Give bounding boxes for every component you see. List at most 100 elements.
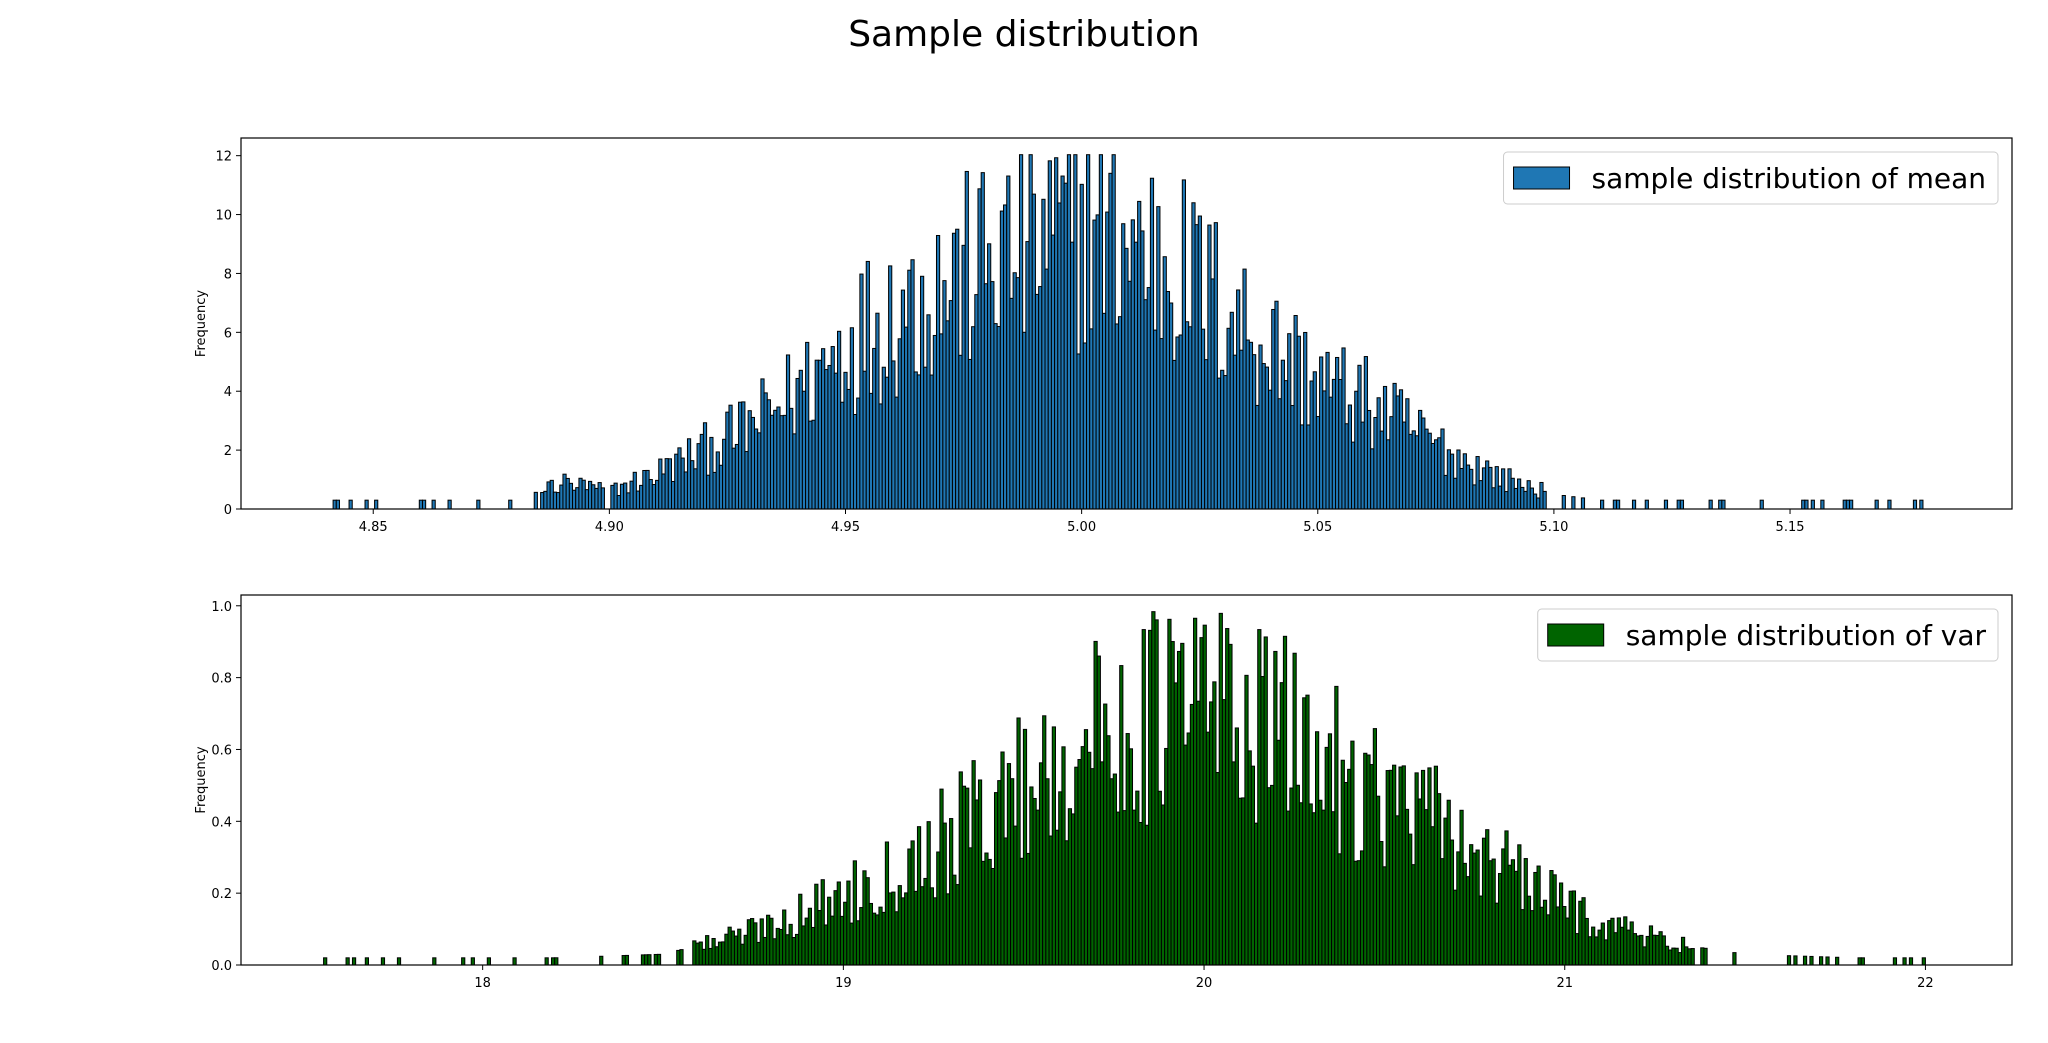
histogram-bar — [461, 957, 466, 966]
x-tick-label: 21 — [1556, 976, 1573, 991]
x-tick-label: 4.85 — [359, 520, 388, 535]
y-tick-label: 1.0 — [211, 600, 232, 615]
histogram-bar — [1825, 956, 1830, 966]
mean-histogram: 0 2 4 6 8 10 12 4.85 4.90 4.95 5.00 5.05 5.10 5.15 Fre… — [194, 137, 2013, 535]
x-tick-label: 18 — [474, 976, 491, 991]
histogram-bar — [1732, 952, 1737, 966]
histogram-bar — [1690, 948, 1695, 966]
histogram-bar — [544, 957, 549, 966]
x-tick-label: 19 — [835, 976, 852, 991]
var-histogram: 0.0 0.2 0.4 0.6 0.8 1.0 18 19 20 21 22 Frequency sam… — [194, 594, 2013, 991]
histogram-bar — [1819, 956, 1824, 966]
histogram-bars — [323, 611, 1926, 966]
histogram-bar — [348, 499, 353, 510]
histogram-bar — [323, 957, 328, 966]
histogram-bar — [1561, 495, 1566, 510]
histogram-bar — [1571, 496, 1576, 510]
histogram-bar — [335, 499, 340, 510]
legend: sample distribution of var — [1537, 608, 1999, 662]
histogram-bar — [1835, 956, 1840, 966]
y-tick-label: 6 — [224, 326, 232, 341]
histogram-bar — [1708, 499, 1713, 510]
histogram-bar — [647, 954, 652, 966]
y-tick-label: 0.6 — [211, 743, 232, 758]
histogram-bar — [533, 491, 538, 510]
histogram-bar — [508, 499, 513, 510]
histogram-bar — [421, 499, 427, 510]
x-tick-label: 5.00 — [1067, 520, 1096, 535]
plots-group: 0 2 4 6 8 10 12 4.85 4.90 4.95 5.00 5.05 5.10 5.15 Fre… — [194, 137, 2013, 991]
histogram-bar — [476, 499, 481, 510]
histogram-bar — [1679, 499, 1685, 510]
histogram-bar — [1820, 499, 1825, 510]
histogram-bar — [1703, 947, 1708, 966]
histogram-bar — [1786, 955, 1792, 966]
histogram-bar — [380, 957, 386, 966]
x-tick-label: 5.05 — [1303, 520, 1332, 535]
histogram-bar — [1631, 499, 1637, 510]
axes-frame — [240, 137, 2013, 510]
legend-swatch — [1547, 623, 1605, 647]
histogram-bar — [1849, 499, 1854, 510]
histogram-bar — [1874, 499, 1879, 510]
histogram-bar — [351, 957, 357, 966]
histogram-bar — [1580, 497, 1586, 510]
y-tick-label: 0 — [224, 503, 232, 518]
histogram-bar — [1721, 499, 1726, 510]
histogram-bar — [1912, 499, 1918, 510]
x-tick-label: 22 — [1917, 976, 1934, 991]
histogram-bar — [364, 499, 369, 510]
histogram-bar — [431, 499, 436, 510]
histogram-bar — [396, 957, 402, 966]
y-tick-label: 8 — [224, 267, 232, 282]
histogram-bar — [1809, 955, 1814, 966]
histogram-bar — [1804, 499, 1809, 510]
histogram-bar — [1810, 499, 1815, 510]
histogram-bar — [554, 957, 559, 966]
x-tick-label: 5.15 — [1776, 520, 1805, 535]
histogram-bar — [432, 957, 437, 966]
y-tick-label: 10 — [215, 209, 232, 224]
histogram-bar — [1908, 957, 1914, 966]
y-axis-label: Frequency — [194, 290, 209, 357]
x-tick-label: 4.95 — [831, 520, 860, 535]
legend-label: sample distribution of var — [1626, 619, 1987, 652]
y-tick-label: 0.4 — [211, 815, 232, 830]
histogram-bar — [1759, 499, 1764, 510]
histogram-bar — [600, 487, 605, 510]
y-tick-label: 0.2 — [211, 887, 232, 902]
histogram-bar — [1892, 957, 1898, 966]
axes-frame — [240, 594, 2013, 966]
histogram-bar — [364, 957, 370, 966]
y-axis-label: Frequency — [194, 746, 209, 813]
legend-swatch — [1513, 166, 1571, 190]
legend: sample distribution of mean — [1503, 151, 1999, 205]
histogram-bar — [512, 957, 517, 966]
histogram-bars — [332, 154, 1924, 510]
histogram-bar — [624, 954, 630, 966]
histogram-bar — [1919, 499, 1924, 510]
histogram-bar — [656, 953, 662, 966]
histogram-bar — [345, 957, 350, 966]
histogram-bar — [1860, 957, 1865, 966]
histogram-bar — [599, 955, 604, 966]
histogram-bar — [1793, 955, 1798, 966]
histogram-bar — [1921, 957, 1926, 966]
histogram-bar — [1887, 499, 1892, 510]
histogram-bar — [1600, 499, 1605, 510]
y-tick-label: 0.8 — [211, 672, 232, 687]
x-tick-label: 4.90 — [595, 520, 624, 535]
histogram-bar — [447, 499, 452, 510]
x-tick-label: 20 — [1196, 976, 1213, 991]
histogram-bar — [470, 957, 475, 966]
histogram-bar — [1542, 490, 1547, 510]
histogram-bar — [1663, 499, 1669, 510]
legend-label: sample distribution of mean — [1592, 162, 1986, 195]
x-tick-label: 5.10 — [1539, 520, 1568, 535]
histogram-bar — [679, 949, 684, 966]
legend-box — [1537, 608, 1999, 662]
histogram-bar — [1615, 499, 1621, 510]
histogram-bar — [1644, 499, 1649, 510]
